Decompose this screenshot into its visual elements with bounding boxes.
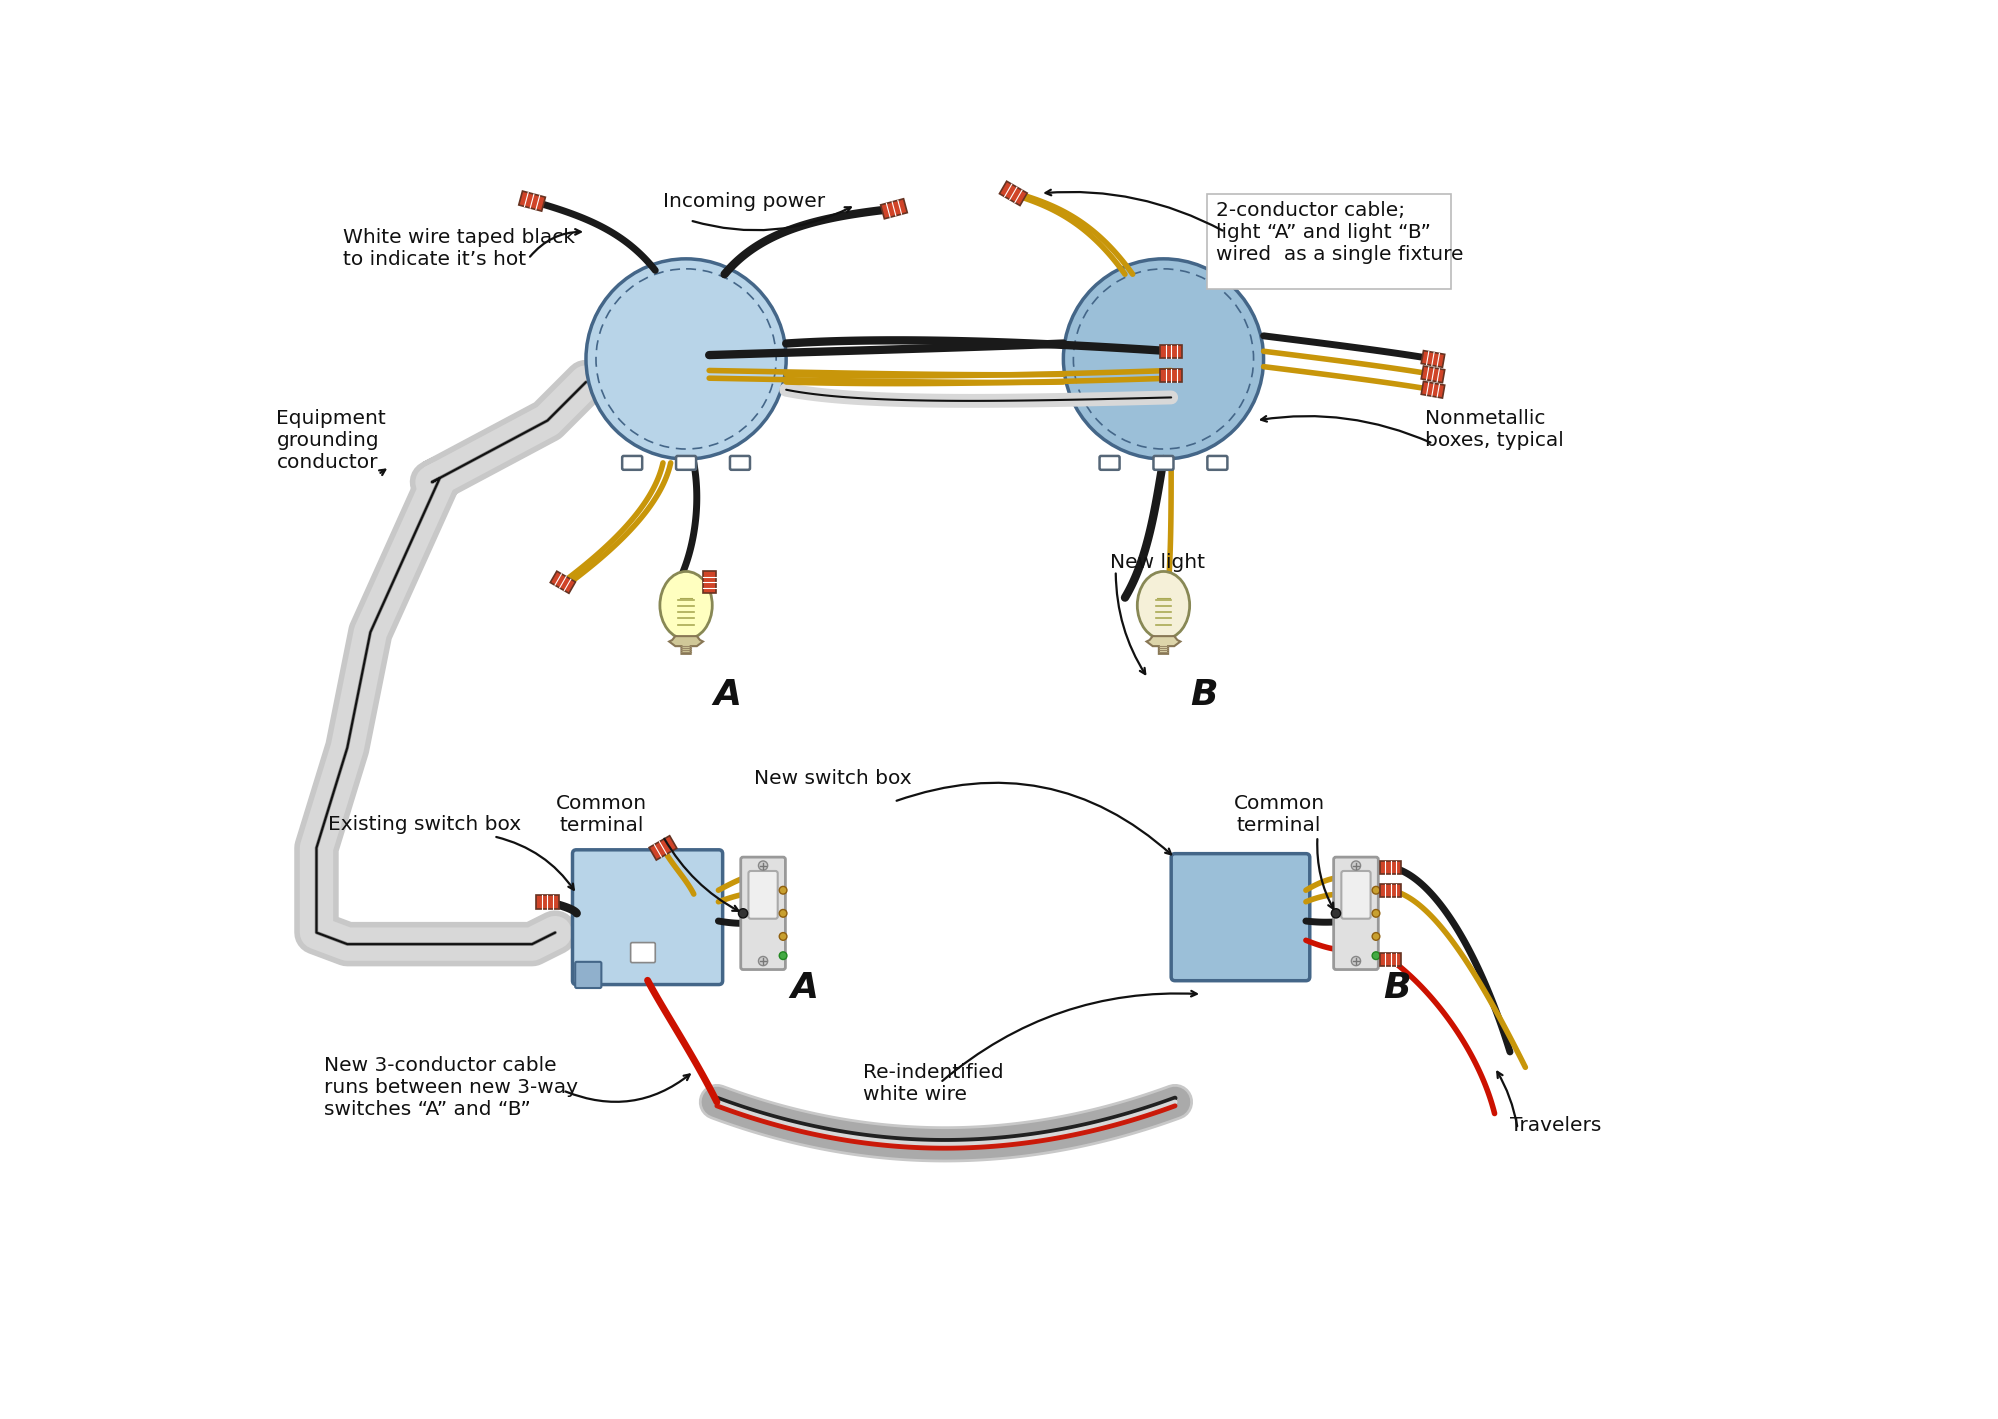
FancyBboxPatch shape [729, 455, 749, 470]
FancyBboxPatch shape [575, 962, 601, 988]
Polygon shape [1159, 345, 1181, 358]
Circle shape [585, 258, 785, 458]
Text: New 3-conductor cable
runs between new 3-way
switches “A” and “B”: New 3-conductor cable runs between new 3… [324, 1056, 577, 1118]
Text: New light: New light [1109, 553, 1205, 572]
Circle shape [779, 887, 787, 894]
Polygon shape [649, 836, 677, 860]
Text: Nonmetallic
boxes, typical: Nonmetallic boxes, typical [1425, 409, 1562, 450]
Circle shape [779, 952, 787, 959]
Polygon shape [1379, 860, 1401, 874]
Polygon shape [669, 636, 703, 654]
FancyBboxPatch shape [1171, 854, 1309, 981]
Circle shape [1371, 910, 1379, 917]
FancyBboxPatch shape [741, 857, 785, 969]
FancyBboxPatch shape [1153, 455, 1173, 470]
Text: A: A [713, 678, 741, 712]
Circle shape [1371, 887, 1379, 894]
Polygon shape [999, 182, 1027, 206]
Circle shape [779, 932, 787, 941]
Polygon shape [1421, 350, 1445, 368]
Polygon shape [1379, 884, 1401, 897]
Text: Re-indentified
white wire: Re-indentified white wire [863, 1063, 1003, 1104]
Text: Common
terminal: Common terminal [1233, 795, 1325, 834]
FancyBboxPatch shape [621, 455, 641, 470]
Text: Equipment
grounding
conductor: Equipment grounding conductor [276, 409, 386, 473]
Polygon shape [1379, 954, 1401, 966]
Text: White wire taped black
to indicate it’s hot: White wire taped black to indicate it’s … [344, 228, 575, 270]
FancyBboxPatch shape [1333, 857, 1377, 969]
Polygon shape [1421, 366, 1445, 383]
Text: B: B [1191, 678, 1217, 712]
Circle shape [1351, 956, 1361, 966]
Text: 2-conductor cable;
light “A” and light “B”
wired  as a single fixture: 2-conductor cable; light “A” and light “… [1215, 201, 1463, 264]
Circle shape [1371, 952, 1379, 959]
FancyBboxPatch shape [1207, 455, 1227, 470]
Circle shape [737, 908, 747, 918]
Text: New switch box: New switch box [753, 769, 911, 788]
FancyBboxPatch shape [747, 871, 777, 918]
Polygon shape [1147, 636, 1181, 654]
FancyBboxPatch shape [675, 455, 695, 470]
Polygon shape [519, 192, 545, 211]
Ellipse shape [659, 572, 711, 639]
Polygon shape [1421, 382, 1445, 399]
Polygon shape [549, 572, 575, 593]
Polygon shape [881, 199, 907, 219]
Polygon shape [535, 894, 559, 910]
Text: Travelers: Travelers [1508, 1115, 1600, 1135]
FancyBboxPatch shape [1099, 455, 1119, 470]
Polygon shape [701, 572, 715, 593]
FancyBboxPatch shape [1341, 871, 1371, 918]
Text: B: B [1383, 971, 1411, 1005]
FancyBboxPatch shape [571, 850, 723, 985]
Circle shape [757, 861, 767, 870]
Circle shape [1371, 932, 1379, 941]
Ellipse shape [1137, 572, 1189, 639]
FancyBboxPatch shape [1207, 194, 1451, 289]
Text: A: A [789, 971, 817, 1005]
Circle shape [1331, 908, 1341, 918]
FancyBboxPatch shape [629, 942, 655, 962]
Text: Existing switch box: Existing switch box [328, 816, 521, 834]
Circle shape [1351, 861, 1361, 870]
Text: Incoming power: Incoming power [663, 192, 825, 211]
Text: Common
terminal: Common terminal [555, 795, 647, 834]
Circle shape [779, 910, 787, 917]
Circle shape [1063, 258, 1263, 458]
Circle shape [757, 956, 767, 966]
Polygon shape [1159, 369, 1181, 382]
